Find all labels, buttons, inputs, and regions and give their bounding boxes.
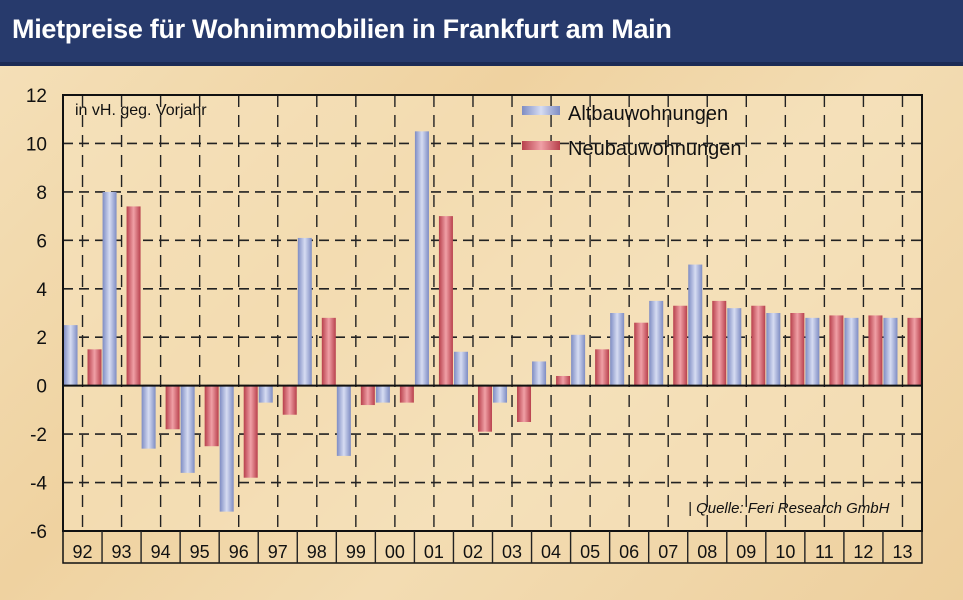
bar-neubau — [204, 385, 219, 447]
bar-neubau — [907, 317, 922, 386]
x-tick-label: 13 — [892, 542, 912, 562]
bar-altbau — [649, 300, 664, 386]
y-tick-label: 0 — [36, 377, 47, 398]
bar-altbau — [883, 317, 898, 386]
bar-altbau — [532, 361, 547, 386]
x-tick-label: 04 — [541, 542, 561, 562]
bar-altbau — [297, 237, 312, 386]
title-bar: Mietpreise für Wohnimmobilien in Frankfu… — [0, 0, 963, 66]
bar-altbau — [805, 317, 820, 386]
source-note: | Quelle: Feri Research GmbH — [688, 500, 890, 517]
bar-altbau — [610, 313, 625, 386]
bar-altbau — [453, 351, 468, 386]
x-tick-label: 10 — [775, 542, 795, 562]
y-tick-label: 8 — [36, 183, 47, 204]
x-tick-label: 93 — [112, 542, 132, 562]
bar-altbau — [63, 325, 78, 386]
bar-altbau — [336, 385, 351, 456]
legend-swatch-altbau — [522, 106, 560, 115]
bar-neubau — [282, 385, 297, 415]
bar-neubau — [87, 349, 102, 386]
bar-altbau — [844, 317, 859, 386]
x-tick-label: 05 — [580, 542, 600, 562]
y-tick-label: 2 — [36, 328, 47, 349]
x-tick-label: 94 — [151, 542, 171, 562]
y-tick-label: -6 — [30, 522, 47, 543]
bar-neubau — [712, 300, 727, 386]
y-tick-label: 12 — [26, 86, 47, 107]
y-tick-label: 6 — [36, 231, 47, 252]
bar-neubau — [321, 317, 336, 386]
x-tick-label: 96 — [229, 542, 249, 562]
x-tick-label: 03 — [502, 542, 522, 562]
chart-title: Mietpreise für Wohnimmobilien in Frankfu… — [12, 14, 672, 44]
bar-altbau — [180, 385, 195, 473]
bar-altbau — [766, 313, 781, 386]
bar-altbau — [102, 191, 117, 386]
legend-label-altbau: Altbauwohnungen — [568, 103, 728, 125]
x-tick-label: 01 — [424, 542, 444, 562]
y-tick-label: -4 — [30, 474, 47, 495]
bar-altbau — [414, 131, 429, 386]
bar-altbau — [258, 385, 273, 403]
bar-neubau — [477, 385, 492, 432]
legend: Altbauwohnungen Neubauwohnungen — [522, 103, 742, 160]
y-tick-label: 10 — [26, 134, 47, 155]
bar-neubau — [595, 349, 610, 386]
bar-neubau — [673, 305, 688, 386]
legend-swatch-neubau — [522, 141, 560, 150]
x-tick-label: 09 — [736, 542, 756, 562]
x-tick-label: 08 — [697, 542, 717, 562]
bar-neubau — [751, 305, 766, 386]
bar-neubau — [165, 385, 180, 430]
x-tick-label: 12 — [853, 542, 873, 562]
bar-neubau — [868, 315, 883, 386]
bar-neubau — [438, 216, 453, 386]
bar-neubau — [399, 385, 414, 403]
bar-neubau — [360, 385, 375, 406]
x-tick-label: 07 — [658, 542, 678, 562]
bar-neubau — [556, 375, 571, 386]
bar-altbau — [727, 308, 742, 386]
x-tick-label: 06 — [619, 542, 639, 562]
bar-neubau — [126, 206, 141, 386]
bar-altbau — [219, 385, 234, 512]
bar-altbau — [688, 264, 703, 386]
bar-neubau — [634, 322, 649, 386]
x-tick-label: 11 — [815, 542, 834, 562]
x-tick-label: 92 — [73, 542, 93, 562]
x-tick-label: 00 — [385, 542, 405, 562]
bar-neubau — [243, 385, 258, 478]
bar-neubau — [517, 385, 532, 422]
x-tick-label: 02 — [463, 542, 483, 562]
unit-label: in vH. geg. Vorjahr — [75, 102, 207, 119]
bar-altbau — [493, 385, 508, 403]
bar-altbau — [375, 385, 390, 403]
y-tick-label: -2 — [30, 425, 47, 446]
x-tick-label: 97 — [268, 542, 288, 562]
x-tick-label: 98 — [307, 542, 327, 562]
bar-neubau — [829, 315, 844, 386]
bar-neubau — [790, 313, 805, 386]
bar-altbau — [571, 334, 586, 386]
x-tick-label: 95 — [190, 542, 210, 562]
x-tick-label: 99 — [346, 542, 366, 562]
legend-label-neubau: Neubauwohnungen — [568, 138, 742, 160]
y-tick-label: 4 — [36, 280, 47, 301]
bar-altbau — [141, 385, 156, 449]
